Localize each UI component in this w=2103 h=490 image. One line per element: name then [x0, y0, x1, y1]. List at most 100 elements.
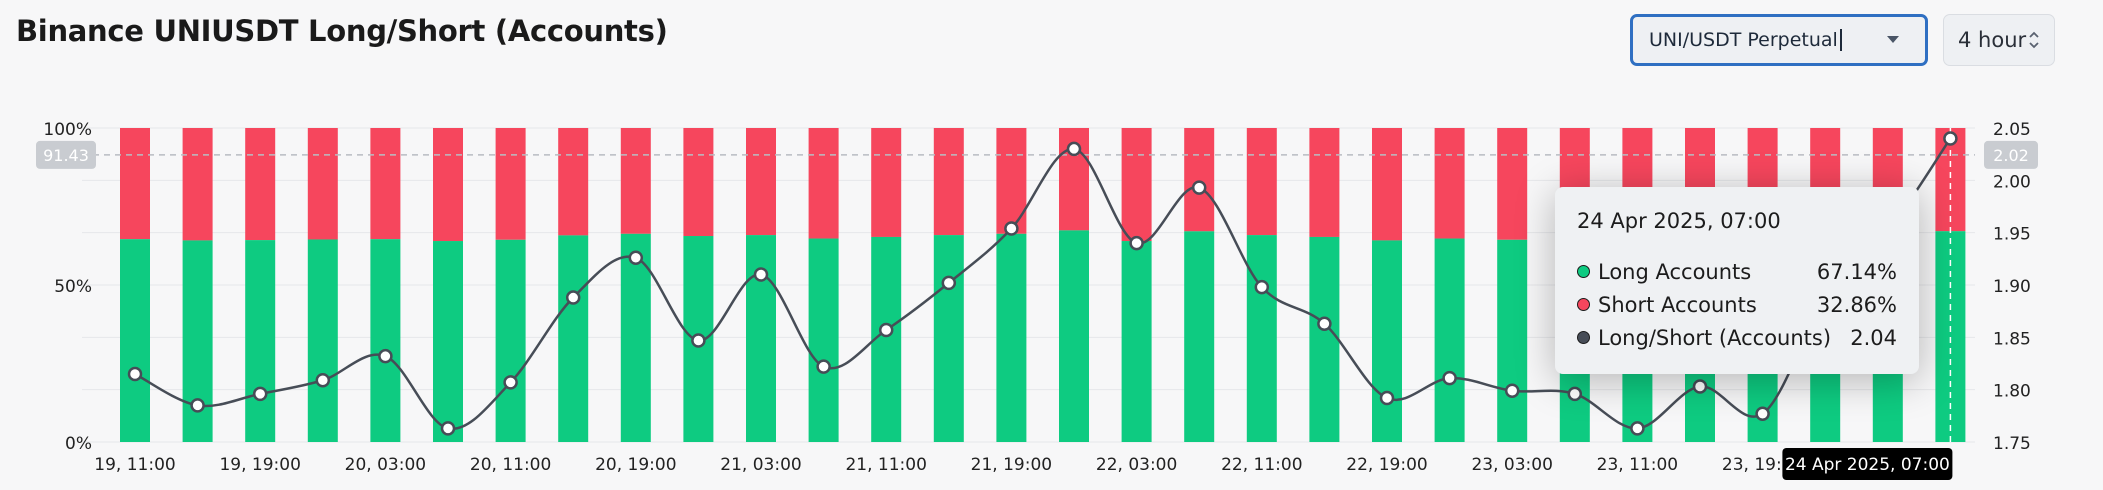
- short-legend-dot: [1577, 298, 1590, 311]
- x-tick-label: 22, 11:00: [1221, 455, 1302, 475]
- long-bar: [933, 235, 964, 442]
- long-bar: [1184, 231, 1215, 442]
- long-bar: [245, 240, 276, 442]
- ratio-legend-dot: [1577, 331, 1590, 344]
- crosshair-date-label: 24 Apr 2025, 07:00: [1785, 455, 1950, 475]
- y-right-tick-label: 1.90: [1993, 277, 2031, 297]
- long-bar: [1246, 235, 1277, 442]
- ratio-point: [816, 359, 831, 374]
- short-bar: [620, 128, 651, 234]
- long-bar: [808, 238, 839, 442]
- long-bar: [433, 241, 463, 442]
- long-bar: [1121, 241, 1152, 442]
- tooltip-value: 32.86%: [1816, 292, 1897, 317]
- short-bar: [808, 128, 839, 239]
- long-bar: [558, 235, 589, 442]
- ratio-point: [190, 398, 205, 413]
- short-bar: [433, 128, 463, 242]
- ratio-point: [315, 372, 331, 388]
- tooltip-row-short: Short Accounts 32.86%: [1577, 288, 1897, 321]
- tooltip-value: 2.04: [1850, 325, 1897, 350]
- long-bar: [746, 235, 776, 442]
- short-bar: [683, 128, 714, 237]
- x-tick-label: 22, 19:00: [1346, 455, 1427, 475]
- tooltip-title: 24 Apr 2025, 07:00: [1577, 209, 1781, 233]
- ratio-point: [1254, 279, 1270, 295]
- ratio-point: [628, 250, 644, 266]
- short-bar: [933, 128, 964, 236]
- x-tick-label: 20, 19:00: [595, 455, 676, 475]
- short-bar: [182, 128, 213, 241]
- x-tick-label: 19, 19:00: [219, 455, 300, 475]
- ratio-point: [565, 290, 581, 305]
- tooltip-value: 67.14%: [1816, 259, 1897, 284]
- short-bar: [746, 128, 776, 236]
- short-bar: [1309, 128, 1340, 237]
- crosshair-left-value: 91.43: [43, 146, 89, 165]
- ratio-point: [1004, 221, 1019, 236]
- ratio-point: [1504, 383, 1520, 398]
- tooltip-label: Short Accounts: [1598, 292, 1757, 317]
- long-bar: [996, 233, 1027, 442]
- symbol-select[interactable]: UNI/USDT Perpetual: [1630, 14, 1928, 66]
- long-bar: [120, 239, 150, 442]
- ratio-point: [127, 366, 143, 382]
- interval-select[interactable]: 4 hour: [1943, 14, 2055, 66]
- ratio-point: [1567, 386, 1583, 402]
- long-legend-dot: [1577, 265, 1590, 278]
- ratio-point: [1755, 406, 1770, 421]
- short-bar: [120, 128, 150, 240]
- ratio-point: [1129, 235, 1144, 251]
- long-bar: [1372, 240, 1402, 442]
- short-bar: [495, 128, 526, 240]
- y-right-tick-label: 1.80: [1993, 382, 2031, 402]
- short-bar: [558, 128, 589, 236]
- short-bar: [871, 128, 902, 237]
- symbol-select-value: UNI/USDT Perpetual: [1649, 29, 1838, 51]
- short-bar: [307, 128, 338, 240]
- tooltip-label: Long Accounts: [1598, 259, 1752, 284]
- y-right-tick-label: 1.75: [1993, 434, 2031, 454]
- short-bar: [1497, 128, 1528, 240]
- ratio-point: [941, 275, 957, 291]
- ratio-point: [440, 421, 456, 436]
- short-bar: [1121, 128, 1152, 242]
- short-bar: [245, 128, 276, 241]
- crosshair-date-badge: [1782, 448, 1953, 480]
- y-right-tick-label: 2.05: [1993, 120, 2031, 140]
- long-bar: [1059, 230, 1089, 442]
- x-tick-label: 23, 11:00: [1597, 455, 1678, 475]
- y-right-tick-label: 1.95: [1993, 225, 2031, 245]
- interval-select-value: 4 hour: [1958, 28, 2027, 52]
- chevron-down-icon: [1887, 36, 1899, 43]
- x-tick-label: 21, 03:00: [720, 455, 801, 475]
- long-bar: [370, 239, 401, 442]
- tooltip-row-long: Long Accounts 67.14%: [1577, 255, 1897, 288]
- ratio-point: [1692, 379, 1708, 394]
- x-tick-label: 19, 11:00: [94, 455, 175, 475]
- short-bar: [1434, 128, 1465, 239]
- y-right-tick-label: 1.85: [1993, 329, 2031, 349]
- long-bar: [620, 233, 651, 442]
- tooltip-label: Long/Short (Accounts): [1598, 325, 1832, 350]
- long-bar: [1309, 236, 1340, 442]
- y-right-tick-label: 2.00: [1993, 172, 2031, 192]
- short-bar: [996, 128, 1027, 234]
- ratio-point: [378, 348, 393, 364]
- ratio-point: [753, 267, 769, 282]
- ratio-point: [1066, 141, 1082, 157]
- ratio-point: [1442, 370, 1457, 386]
- tooltip-row-ratio: Long/Short (Accounts) 2.04: [1577, 321, 1897, 354]
- chart-tooltip: 24 Apr 2025, 07:00 Long Accounts 67.14% …: [1555, 187, 1919, 374]
- crosshair-right-value: 2.02: [1993, 146, 2029, 165]
- long-bar: [1434, 238, 1465, 442]
- ratio-point: [691, 333, 706, 348]
- short-bar: [370, 128, 401, 240]
- ratio-point: [1191, 180, 1207, 195]
- ratio-point: [252, 386, 268, 402]
- y-left-tick-label: 0%: [65, 434, 92, 454]
- long-bar: [307, 239, 338, 442]
- short-bar: [1372, 128, 1402, 241]
- x-tick-label: 22, 03:00: [1096, 455, 1177, 475]
- ratio-point: [878, 322, 894, 338]
